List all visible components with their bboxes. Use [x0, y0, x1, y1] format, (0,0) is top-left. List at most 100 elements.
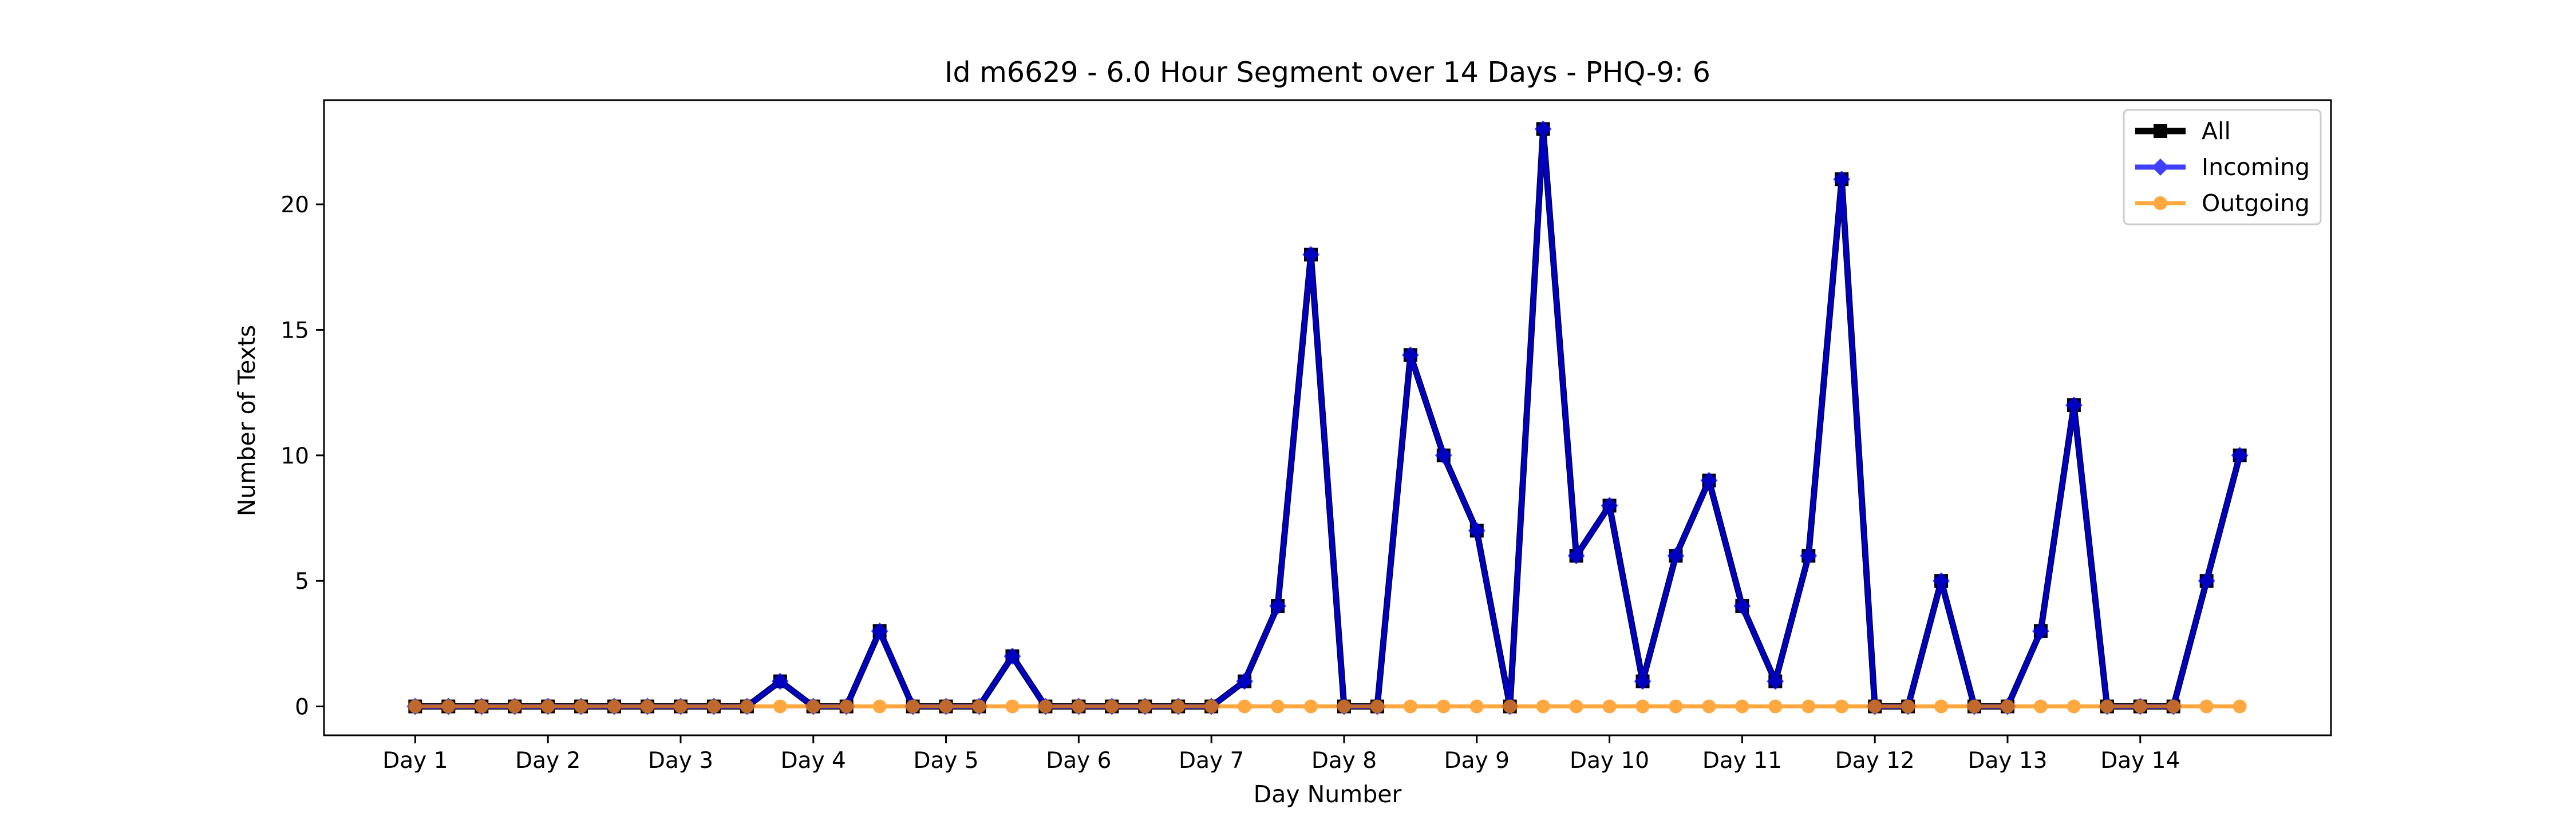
x-tick-label: Day 3	[648, 748, 713, 774]
legend-box	[2123, 109, 2322, 225]
x-tick-label: Day 4	[781, 748, 846, 774]
data-point-incoming	[1269, 597, 1287, 615]
data-point-outgoing	[1238, 699, 1252, 714]
data-point-outgoing	[541, 699, 555, 714]
data-point-outgoing	[1038, 699, 1053, 714]
data-point-incoming	[2231, 446, 2249, 464]
data-point-incoming	[1468, 522, 1485, 540]
data-point-incoming	[1800, 547, 1818, 565]
data-point-outgoing	[906, 699, 920, 714]
series-outgoing	[408, 699, 2247, 714]
data-point-outgoing	[1768, 699, 1783, 714]
legend-label-all: All	[2202, 117, 2231, 145]
data-point-incoming	[1634, 672, 1652, 690]
x-tick-label: Day 6	[1046, 748, 1111, 774]
y-axis-label: Number of Texts	[233, 325, 260, 517]
data-point-outgoing	[2000, 699, 2014, 714]
x-tick-label: Day 10	[1570, 748, 1649, 774]
data-point-incoming	[2065, 397, 2083, 414]
series-line-incoming	[415, 126, 2242, 710]
legend-label-incoming: Incoming	[2202, 153, 2310, 181]
data-point-incoming	[1567, 547, 1585, 565]
data-point-incoming	[871, 622, 888, 640]
y-axis: 0 5 10 15 20	[280, 192, 324, 720]
data-point-outgoing	[408, 699, 422, 714]
data-point-outgoing	[1635, 699, 1650, 714]
data-point-outgoing	[1602, 699, 1617, 714]
data-point-outgoing	[872, 699, 887, 714]
data-point-incoming	[1767, 672, 1784, 690]
x-tick-label: Day 9	[1444, 748, 1510, 774]
legend-entry-outgoing	[2135, 196, 2186, 210]
data-point-incoming	[771, 672, 789, 690]
x-tick-label: Day 5	[913, 748, 978, 774]
x-tick-label: Day 12	[1835, 748, 1915, 774]
data-point-incoming	[1601, 497, 1618, 514]
data-point-outgoing	[641, 699, 655, 714]
data-point-outgoing	[972, 699, 986, 714]
data-point-outgoing	[607, 699, 622, 714]
data-point-outgoing	[806, 699, 820, 714]
data-point-outgoing	[574, 699, 588, 714]
data-point-outgoing	[1469, 699, 1484, 714]
x-tick-label: Day 1	[382, 748, 448, 774]
data-point-outgoing	[839, 699, 854, 714]
data-point-incoming	[1700, 472, 1718, 489]
legend-marker-incoming	[2152, 159, 2169, 176]
x-axis-label: Day Number	[1254, 781, 1402, 808]
data-point-outgoing	[939, 699, 953, 714]
y-tick-label: 20	[280, 192, 309, 218]
x-tick-label: Day 7	[1179, 748, 1244, 774]
x-tick-label: Day 2	[515, 748, 580, 774]
y-tick-label: 5	[295, 569, 309, 595]
data-point-outgoing	[2133, 699, 2147, 714]
legend-entry-incoming	[2135, 159, 2186, 176]
x-tick-label: Day 13	[1967, 748, 2047, 774]
data-point-incoming	[1733, 597, 1751, 615]
x-tick-label: Day 11	[1702, 748, 1782, 774]
data-point-incoming	[1833, 171, 1851, 188]
data-point-outgoing	[1271, 699, 1285, 714]
y-tick-label: 0	[295, 695, 309, 720]
data-point-outgoing	[1304, 699, 1318, 714]
data-point-outgoing	[740, 699, 754, 714]
data-point-outgoing	[1868, 699, 1882, 714]
legend: All Incoming Outgoing	[2123, 109, 2322, 225]
data-point-outgoing	[1669, 699, 1683, 714]
data-point-outgoing	[706, 699, 721, 714]
data-point-outgoing	[2067, 699, 2081, 714]
data-point-incoming	[1534, 120, 1552, 138]
legend-entry-all	[2135, 124, 2186, 138]
data-point-outgoing	[475, 699, 489, 714]
data-point-outgoing	[1403, 699, 1417, 714]
series-all	[408, 122, 2247, 714]
data-point-outgoing	[2100, 699, 2114, 714]
data-point-incoming	[1302, 245, 1320, 263]
data-point-outgoing	[1204, 699, 1219, 714]
data-point-outgoing	[1536, 699, 1550, 714]
data-point-outgoing	[1072, 699, 1086, 714]
data-point-incoming	[2198, 572, 2215, 590]
data-point-incoming	[1667, 547, 1685, 565]
plot-frame	[323, 99, 2332, 736]
data-point-outgoing	[1901, 699, 1915, 714]
data-point-incoming	[2032, 622, 2049, 640]
data-point-incoming	[1236, 672, 1254, 690]
data-point-outgoing	[1801, 699, 1816, 714]
data-point-outgoing	[441, 699, 456, 714]
data-point-outgoing	[1337, 699, 1351, 714]
data-point-outgoing	[2166, 699, 2180, 714]
legend-marker-outgoing	[2154, 196, 2167, 210]
y-tick-label: 15	[280, 318, 309, 343]
data-point-incoming	[1401, 346, 1419, 364]
data-point-incoming	[1933, 572, 1950, 590]
x-tick-label: Day 14	[2100, 748, 2180, 774]
legend-marker-all	[2154, 124, 2167, 138]
data-point-outgoing	[1835, 699, 1849, 714]
legend-label-outgoing: Outgoing	[2202, 189, 2310, 217]
series-incoming	[406, 120, 2249, 715]
data-point-outgoing	[1105, 699, 1119, 714]
data-point-outgoing	[508, 699, 522, 714]
